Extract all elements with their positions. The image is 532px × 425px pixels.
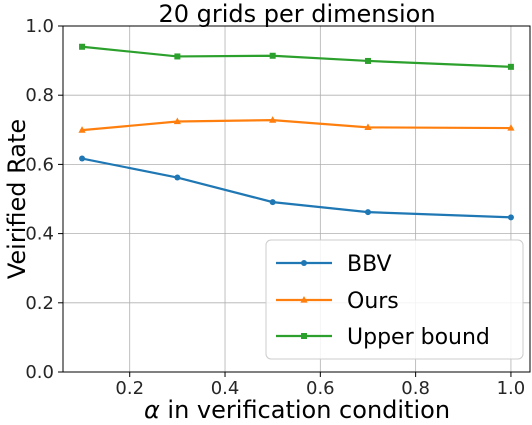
data-point-bbv: [174, 174, 181, 181]
chart-title: 20 grids per dimension: [158, 0, 435, 28]
y-tick-label: 0.6: [25, 154, 54, 175]
y-tick-label: 0.2: [25, 293, 54, 314]
legend-marker-ours: [300, 296, 308, 303]
legend-label-bbv: BBV: [347, 252, 392, 277]
x-tick-label: 0.4: [211, 378, 240, 399]
x-axis-label: α in verification condition: [144, 396, 450, 424]
data-point-upper-bound: [507, 63, 514, 70]
data-point-upper-bound: [174, 53, 181, 60]
series-lines: [78, 43, 515, 221]
x-tick-label: 0.6: [306, 378, 335, 399]
x-tick-label: 0.2: [115, 378, 144, 399]
series-line-ours: [81, 119, 511, 132]
data-point-ours: [173, 117, 181, 125]
data-point-upper-bound: [364, 57, 371, 64]
y-axis-label: Veirified Rate: [3, 119, 31, 279]
legend-entries: BBV Ours Upper bound: [276, 252, 490, 350]
y-tick-label: 1.0: [25, 16, 54, 37]
data-point-ours: [269, 116, 277, 123]
data-point-upper-bound: [79, 43, 86, 50]
legend-label-ours: Ours: [347, 289, 399, 314]
x-axis-label-symbol: α: [144, 396, 160, 424]
data-point-upper-bound: [269, 52, 276, 59]
x-tick-label: 0.8: [401, 378, 430, 399]
legend: BBV Ours Upper bound: [265, 239, 524, 360]
axis-ticks: 0.2 0.4 0.6 0.8 1.0 0.0 0.2 0.4 0.6 0.8 1.0: [25, 16, 525, 399]
data-point-bbv: [79, 155, 86, 162]
legend-label-upper-bound: Upper bound: [347, 325, 490, 350]
data-point-ours: [507, 124, 515, 131]
x-axis-label-text: in verification condition: [160, 396, 450, 424]
legend-marker-bbv: [301, 260, 307, 266]
legend-box: [265, 239, 524, 360]
y-tick-label: 0.0: [25, 362, 54, 383]
data-point-ours: [78, 126, 86, 133]
plot-area-frame: [62, 25, 531, 373]
series-line-bbv: [81, 157, 511, 219]
y-tick-label: 0.4: [25, 224, 54, 245]
legend-marker-upper-bound: [301, 333, 307, 339]
series-line-upper-bound: [81, 45, 511, 68]
data-point-bbv: [507, 214, 514, 221]
data-point-bbv: [364, 209, 371, 216]
x-tick-label: 1.0: [497, 378, 526, 399]
data-point-ours: [364, 123, 372, 130]
y-tick-label: 0.8: [25, 85, 54, 106]
data-point-bbv: [269, 199, 276, 206]
